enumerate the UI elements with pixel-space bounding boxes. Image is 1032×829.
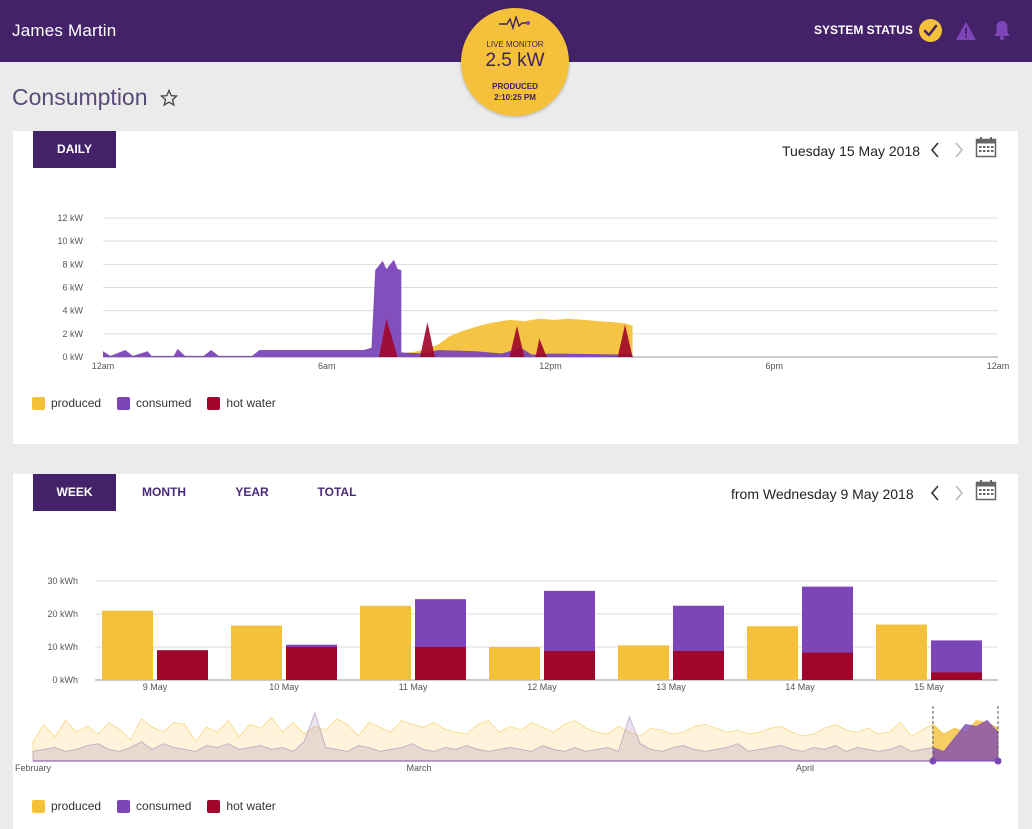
bar-produced <box>876 624 927 680</box>
bar-hot-water <box>415 647 466 680</box>
produced-swatch <box>32 799 45 813</box>
legend-item-produced[interactable]: produced <box>32 396 101 410</box>
y-tick-label: 6 kW <box>62 283 83 293</box>
area-hot-water <box>378 318 633 357</box>
legend-item-produced[interactable]: produced <box>32 799 101 813</box>
bar-produced <box>618 645 669 680</box>
range-handle[interactable] <box>994 757 1002 765</box>
legend-label: consumed <box>136 799 192 813</box>
x-tick-label: 12pm <box>539 361 562 371</box>
bar-hot-water <box>544 650 595 680</box>
x-tick-label: 6am <box>318 361 336 371</box>
legend-label: produced <box>51 799 102 813</box>
y-tick-label: 30 kWh <box>47 576 78 586</box>
tab-year[interactable]: YEAR <box>235 485 269 499</box>
daily-date-label: Tuesday 15 May 2018 <box>782 143 921 159</box>
warning-icon[interactable] <box>954 19 978 43</box>
y-tick-label: 0 kWh <box>52 675 78 685</box>
live-monitor-badge[interactable]: LIVE MONITOR 2.5 kW PRODUCED 2:10:25 PM <box>461 8 569 116</box>
bar-hot-water <box>157 650 208 680</box>
tab-total[interactable]: TOTAL <box>317 485 357 499</box>
y-tick-label: 12 kW <box>57 213 83 223</box>
legend-label: consumed <box>136 396 192 410</box>
star-icon[interactable] <box>159 88 179 107</box>
weekly-card: WEEK MONTH YEAR TOTAL from Wednesday 9 M… <box>13 474 1018 829</box>
tab-week[interactable]: WEEK <box>33 474 116 511</box>
bar-hot-water <box>802 652 853 680</box>
x-tick-label: 13 May <box>656 682 686 692</box>
daily-legend: produced consumed hot water <box>32 396 276 410</box>
tab-month[interactable]: MONTH <box>142 485 186 499</box>
x-tick-label: 14 May <box>785 682 815 692</box>
live-monitor-label: LIVE MONITOR <box>486 40 544 49</box>
x-tick-label: February <box>15 763 52 773</box>
weekly-date-label: from Wednesday 9 May 2018 <box>731 486 914 502</box>
live-monitor-value: 2.5 kW <box>485 50 545 71</box>
chevron-right-icon[interactable] <box>954 142 964 158</box>
legend-label: hot water <box>226 396 276 410</box>
tab-daily[interactable]: DAILY <box>33 131 116 168</box>
x-tick-label: 6pm <box>765 361 783 371</box>
bar-produced <box>489 647 540 680</box>
hot-water-swatch <box>207 799 221 813</box>
overview-area-consumed <box>32 711 999 762</box>
x-tick-label: 9 May <box>143 682 168 692</box>
bar-hot-water <box>286 647 337 680</box>
x-tick-label: 11 May <box>399 682 428 692</box>
chevron-left-icon[interactable] <box>930 142 940 158</box>
legend-label: produced <box>51 396 102 410</box>
legend-item-hot-water[interactable]: hot water <box>207 799 276 813</box>
pulse-icon <box>499 16 530 30</box>
weekly-bar-chart: 30 kWh 20 kWh 10 kWh 0 kWh 9 May 10 May 11 May… <box>47 576 998 692</box>
consumed-swatch <box>117 396 131 410</box>
hot-water-swatch <box>207 396 221 410</box>
page-title: Consumption <box>12 84 148 110</box>
legend-label: hot water <box>226 799 276 813</box>
y-tick-label: 2 kW <box>62 329 83 339</box>
bar-hot-water <box>931 672 982 680</box>
y-tick-label: 10 kW <box>57 236 83 246</box>
user-name[interactable]: James Martin <box>12 21 117 40</box>
calendar-icon[interactable] <box>975 479 997 501</box>
check-circle-icon[interactable] <box>919 19 942 42</box>
y-tick-label: 4 kW <box>62 306 83 316</box>
bar-produced <box>102 610 153 680</box>
legend-item-consumed[interactable]: consumed <box>117 799 191 813</box>
consumed-swatch <box>117 799 131 813</box>
x-tick-label: 12am <box>987 361 1010 371</box>
live-monitor-state: PRODUCED <box>492 82 538 91</box>
area-produced <box>390 318 633 357</box>
legend-item-consumed[interactable]: consumed <box>117 396 191 410</box>
calendar-icon[interactable] <box>975 136 997 158</box>
y-tick-label: 20 kWh <box>47 609 78 619</box>
x-tick-label: 10 May <box>269 682 299 692</box>
range-handle[interactable] <box>929 757 937 765</box>
bar-hot-water <box>673 650 724 680</box>
bell-icon[interactable] <box>990 18 1014 42</box>
bar-produced <box>360 605 411 680</box>
system-status-label[interactable]: SYSTEM STATUS <box>814 23 913 37</box>
weekly-legend: produced consumed hot water <box>32 799 276 813</box>
y-tick-label: 8 kW <box>62 259 83 269</box>
x-tick-label: 12 May <box>527 682 557 692</box>
x-tick-label: March <box>406 763 431 773</box>
produced-swatch <box>32 396 45 410</box>
daily-card: DAILY Tuesday 15 May 2018 12 kW 10 kW 8 kW… <box>13 131 1018 444</box>
chevron-right-icon[interactable] <box>954 485 964 501</box>
x-tick-label: 12am <box>92 361 115 371</box>
bar-produced <box>747 626 798 680</box>
legend-item-hot-water[interactable]: hot water <box>207 396 276 410</box>
live-monitor-time: 2:10:25 PM <box>494 93 536 102</box>
chevron-left-icon[interactable] <box>930 485 940 501</box>
overview-range-chart[interactable]: February March April <box>13 706 1018 776</box>
y-tick-label: 0 kW <box>62 352 83 362</box>
x-tick-label: April <box>796 763 814 773</box>
bar-produced <box>231 625 282 680</box>
x-tick-label: 15 May <box>914 682 944 692</box>
daily-area-chart: 12 kW 10 kW 8 kW 6 kW 4 kW 2 kW 0 kW 12am 6am 12p… <box>57 213 1010 371</box>
y-tick-label: 10 kWh <box>47 642 78 652</box>
